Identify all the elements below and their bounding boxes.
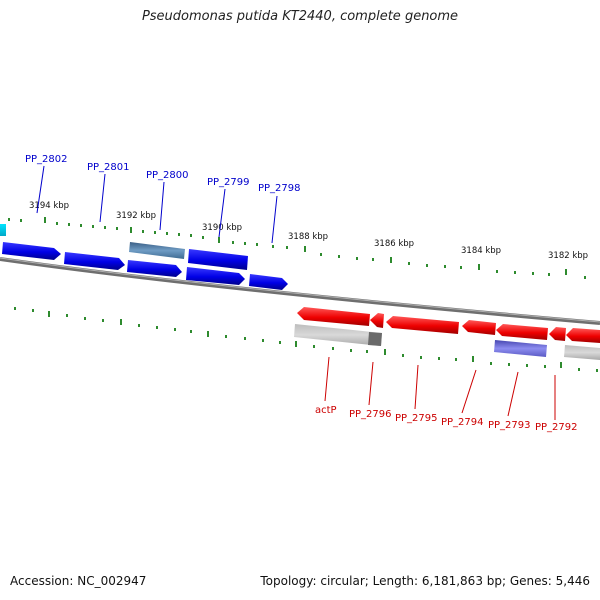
gene-label-pp2801[interactable]: PP_2801 <box>87 162 130 173</box>
gene-label-pp2799[interactable]: PP_2799 <box>207 177 250 188</box>
gene-arrow[interactable] <box>549 327 566 341</box>
gene-arrow[interactable] <box>2 242 61 260</box>
accession-text: Accession: NC_002947 <box>10 574 147 588</box>
gene-arrow[interactable] <box>188 249 248 270</box>
reverse-labels: actP PP_2796 PP_2795 PP_2794 PP_2793 PP_… <box>315 405 578 433</box>
gene-arrow[interactable] <box>186 267 245 285</box>
gene-label-pp2800[interactable]: PP_2800 <box>146 170 189 181</box>
genome-backbone-highlight <box>0 257 600 323</box>
forward-label-leaders <box>36 165 278 244</box>
gene-arrow[interactable] <box>129 242 185 259</box>
gene-label-pp2794[interactable]: PP_2794 <box>441 417 484 428</box>
gene-label-actp[interactable]: actP <box>315 405 337 416</box>
gene-label-pp2798[interactable]: PP_2798 <box>258 183 301 194</box>
gene-arrow[interactable] <box>297 307 370 326</box>
tick-ring-inner <box>14 307 598 372</box>
tick-label-3182: 3182 kbp <box>548 251 588 261</box>
map-title: Pseudomonas putida KT2440, complete geno… <box>141 9 459 24</box>
gene-arrow[interactable] <box>368 332 382 346</box>
gene-arrow[interactable] <box>494 340 547 357</box>
tick-label-3186: 3186 kbp <box>374 239 414 249</box>
reverse-label-leaders <box>324 356 556 420</box>
gene-label-pp2792[interactable]: PP_2792 <box>535 422 578 433</box>
forward-labels: PP_2802 PP_2801 PP_2800 PP_2799 PP_2798 <box>25 154 301 194</box>
gene-arrow[interactable] <box>496 324 548 340</box>
gene-arrow[interactable] <box>462 320 496 335</box>
gene-arrow[interactable] <box>127 260 182 277</box>
gene-arrow[interactable] <box>564 345 600 360</box>
tick-label-3192: 3192 kbp <box>116 211 156 221</box>
gene-label-pp2796[interactable]: PP_2796 <box>349 409 392 420</box>
gene-arrow[interactable] <box>0 224 6 236</box>
topology-text: Topology: circular; Length: 6,181,863 bp… <box>260 574 590 588</box>
gene-arrow[interactable] <box>566 328 600 343</box>
tick-ring-outer <box>8 217 586 279</box>
gene-arrow[interactable] <box>370 313 384 328</box>
reverse-strand-genes <box>294 307 600 360</box>
gene-arrow[interactable] <box>64 252 125 270</box>
forward-strand-genes <box>0 224 288 290</box>
gene-label-pp2802[interactable]: PP_2802 <box>25 154 68 165</box>
gene-arrow[interactable] <box>294 324 382 346</box>
tick-label-3194: 3194 kbp <box>29 201 69 211</box>
gene-label-pp2793[interactable]: PP_2793 <box>488 420 531 431</box>
tick-label-3190: 3190 kbp <box>202 223 242 233</box>
tick-label-3188: 3188 kbp <box>288 232 328 242</box>
gene-label-pp2795[interactable]: PP_2795 <box>395 413 438 424</box>
genome-backbone <box>0 257 600 325</box>
tick-label-3184: 3184 kbp <box>461 246 501 256</box>
gene-arrow[interactable] <box>249 274 288 290</box>
gene-arrow[interactable] <box>386 316 459 334</box>
